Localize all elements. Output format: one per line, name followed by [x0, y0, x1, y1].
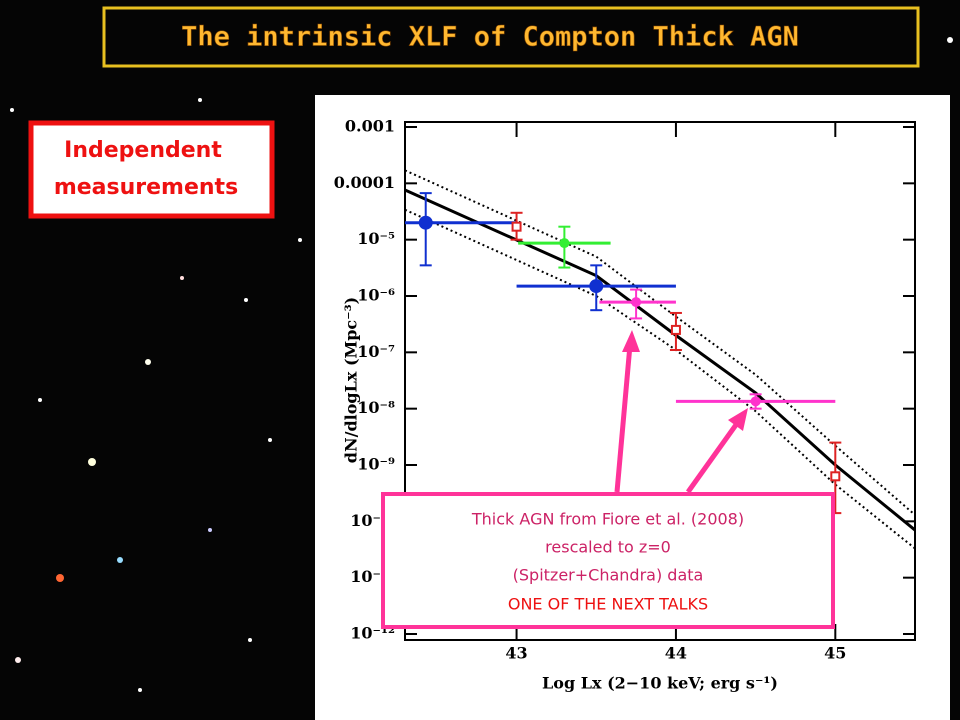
title-box — [102, 6, 920, 68]
star — [15, 657, 21, 663]
star — [268, 438, 272, 442]
star — [244, 298, 248, 302]
plot-frame — [404, 121, 916, 641]
y-tick-label: 10⁻⁸ — [357, 398, 395, 417]
overlay: Thick AGN from Fiore et al. (2008) resca… — [381, 330, 835, 629]
side-box — [28, 120, 275, 219]
data-point — [559, 238, 570, 249]
annotation-text: Thick AGN from Fiore et al. (2008) — [471, 510, 744, 529]
x-tick-label: 43 — [505, 644, 527, 663]
arrow-head — [728, 408, 748, 431]
arrow-head — [622, 330, 640, 352]
data-point — [631, 297, 642, 308]
slide-title: The intrinsic XLF of Compton Thick AGN — [181, 22, 799, 53]
data-point — [511, 221, 522, 232]
data-point — [830, 471, 841, 482]
y-axis-label: dN/dlogLx (Mpc⁻³) — [342, 297, 361, 463]
data-point — [750, 396, 761, 407]
star — [145, 359, 151, 365]
x-axis-label: Log Lx (2−10 keV; erg s⁻¹) — [542, 674, 778, 693]
star — [38, 398, 42, 402]
y-tick-label: 10⁻⁷ — [357, 342, 395, 361]
star — [208, 528, 212, 532]
model-line — [404, 208, 916, 550]
x-tick-label: 44 — [665, 644, 687, 663]
annotation-box — [381, 492, 835, 629]
star — [117, 557, 123, 563]
y-tick-label: 0.001 — [345, 117, 395, 136]
plot: 0.0010.000110⁻⁵10⁻⁶10⁻⁷10⁻⁸10⁻⁹10⁻¹⁰10⁻¹… — [334, 117, 916, 693]
annotation-text: ONE OF THE NEXT TALKS — [508, 595, 708, 614]
data-point — [670, 324, 681, 335]
star — [138, 688, 142, 692]
arrow — [685, 420, 741, 494]
y-tick-label: 10⁻⁶ — [357, 286, 395, 305]
star — [298, 238, 302, 242]
side-text: Independent — [64, 138, 222, 163]
star — [947, 37, 953, 43]
annotation-text: (Spitzer+Chandra) data — [513, 566, 704, 585]
starfield — [10, 37, 953, 692]
star — [88, 458, 96, 466]
star — [198, 98, 202, 102]
side-text: measurements — [54, 175, 238, 200]
y-tick-label: 0.0001 — [334, 173, 395, 192]
annotation-text: rescaled to z=0 — [545, 538, 671, 557]
star — [56, 574, 64, 582]
data-point — [418, 215, 433, 230]
x-tick-label: 45 — [824, 644, 846, 663]
arrow — [614, 344, 633, 493]
y-tick-label: 10⁻⁵ — [357, 229, 395, 248]
star — [180, 276, 184, 280]
star — [10, 108, 14, 112]
y-tick-label: 10⁻⁹ — [357, 455, 395, 474]
star — [248, 638, 252, 642]
data-point — [589, 279, 604, 294]
